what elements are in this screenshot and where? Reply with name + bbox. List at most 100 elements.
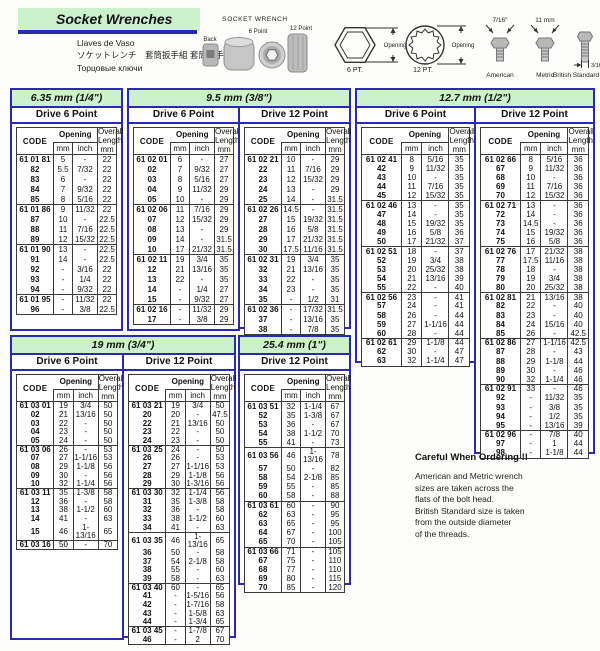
code-cell: 54 (258, 429, 268, 439)
mm-cell: 58 (281, 492, 301, 502)
mm-cell: 41 (53, 515, 74, 524)
length-cell: 37 (448, 246, 470, 256)
inch-cell: 3/4 (300, 254, 326, 265)
mm-cell: 17 (400, 237, 422, 247)
table-row: 48 15 19/32 35 (362, 219, 470, 229)
code-cell: 38 (142, 565, 152, 575)
length-cell: 38 (567, 283, 589, 293)
code-cell: 61 02 66 (480, 154, 521, 165)
mm-cell: 15 (519, 228, 541, 238)
length-cell: 35 (448, 154, 470, 165)
col-header-overall-length: Overall Length mm (325, 127, 352, 156)
code-cell: 52 (258, 410, 268, 420)
mm-cell: 12 (53, 234, 73, 245)
table-row: 61 01 95-11/32 22 (16, 294, 117, 305)
table-row: 32 21 13/16 35 (245, 264, 345, 275)
code-cell: 61 02 36 (244, 304, 282, 315)
length-cell: 31.5 (325, 224, 345, 235)
code-cell: 54 (377, 273, 386, 283)
code-cell: 89 (30, 234, 40, 244)
length-cell: 35 (448, 164, 470, 174)
table-row: 61 03 45-1-7/8 67 (128, 626, 230, 636)
inch-cell: 9/32 (72, 284, 98, 295)
code-cell: 61 03 40 (128, 582, 166, 593)
length-cell: 36 (567, 237, 589, 247)
drive-header: Drive 12 Point (240, 355, 349, 371)
table-row: 43 -1-5/8 63 (129, 609, 230, 619)
table-row: 61 01 86 9 11/32 22 (16, 204, 117, 215)
code-cell: 93 (496, 402, 505, 412)
6point-label: 6 Point (249, 29, 268, 35)
length-cell: 95 (325, 510, 345, 520)
length-cell: 35 (214, 274, 234, 285)
length-cell: 67 (325, 420, 345, 430)
inch-cell: 15/32 (189, 214, 215, 225)
inch-cell: - (421, 173, 449, 183)
code-cell: 61 02 46 (361, 200, 402, 211)
table-row: 09 30-56 (17, 471, 118, 481)
note-line: sizes are taken across the (415, 482, 514, 493)
inch-cell: 1-1/16 (184, 462, 211, 472)
british-bolt-icon (574, 31, 594, 68)
inch-cell: 1-3/16 (184, 479, 211, 489)
table-6-35mm: 6.35 mm (1/4") Drive 6 Point CODE Opening… (10, 88, 123, 331)
inch-cell: 11/32 (72, 204, 98, 215)
inch-cell: 1-1/2 (72, 506, 99, 515)
inch-cell: 21/32 (300, 234, 326, 245)
length-cell: 50 (97, 401, 118, 411)
mm-cell: 19 (519, 274, 541, 284)
ordering-note: Careful When Ordering !! American and Me… (415, 452, 575, 540)
code-cell: 97 (496, 439, 505, 449)
inch-cell: - (300, 284, 326, 295)
inch-cell: 11/32 (189, 184, 215, 195)
table-row: 10 17 21/32 31.5 (134, 244, 234, 255)
length-cell: 53 (209, 454, 230, 463)
code-cell: 61 01 90 (16, 244, 54, 255)
mm-cell: 28 (400, 329, 422, 339)
length-cell: 31.5 (325, 194, 345, 205)
mm-cell: 24 (165, 444, 186, 455)
inch-cell: 3/8 (189, 314, 215, 325)
inch-cell: 21/32 (540, 246, 568, 256)
col-header-code: CODE (361, 127, 402, 156)
length-cell: 35 (325, 324, 345, 335)
length-cell: 90 (325, 500, 345, 511)
code-cell: 95 (496, 420, 505, 430)
spec-table: CODE Opening Overall Length mm mm inch 61 03 51… (244, 374, 351, 594)
length-cell: 35 (448, 182, 470, 192)
table-row: 62 30-47 (362, 347, 470, 358)
table-row: 13 22-35 (134, 274, 234, 285)
table-row: 61 02 96-7/8 40 (480, 430, 589, 440)
code-cell: 68 (258, 564, 268, 574)
table-row: 93 -3/8 35 (481, 402, 589, 413)
length-cell: 29 (214, 224, 234, 235)
mm-cell: 9 (53, 204, 73, 215)
inch-cell: - (184, 574, 211, 584)
mm-cell: 13 (400, 200, 422, 211)
length-cell: 35 (448, 219, 470, 229)
code-cell: 58 (258, 473, 268, 483)
mm-cell: 19 (53, 401, 74, 411)
code-cell: 69 (496, 182, 505, 192)
col-header-inch: inch (300, 389, 326, 403)
mm-cell: 65 (281, 519, 301, 529)
code-cell: 61 02 81 (480, 292, 521, 302)
length-cell: 44 (567, 357, 589, 367)
table-row: 54 38 1-1/2 70 (245, 429, 345, 439)
table-row: 27 15 19/32 31.5 (245, 214, 345, 225)
mm-cell: - (165, 601, 186, 610)
mm-cell: 14 (53, 254, 73, 265)
table-row: 28 16 5/8 31.5 (245, 224, 345, 235)
12pt-label: 12 PT. (413, 67, 433, 74)
col-header-opening: Opening (170, 127, 215, 143)
col-header-inch: inch (421, 142, 449, 156)
inch-cell: - (300, 519, 326, 529)
code-cell: 61 02 71 (480, 200, 521, 211)
length-cell: 29 (214, 204, 234, 215)
table-row: 05 24-50 (17, 436, 118, 446)
table-row: 88 29 1-1/8 44 (481, 357, 589, 367)
mm-cell: - (519, 412, 541, 422)
inch-cell: 1/2 (300, 294, 326, 305)
code-cell: 74 (496, 227, 505, 237)
length-cell: 65 (209, 582, 230, 593)
